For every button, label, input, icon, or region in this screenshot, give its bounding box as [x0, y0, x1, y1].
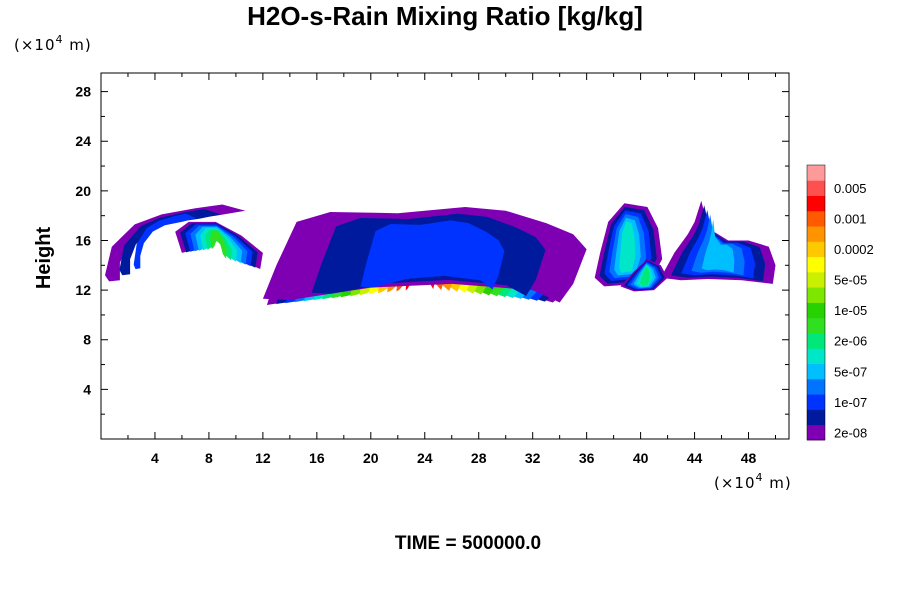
- contour-level-2: [360, 220, 505, 290]
- colorbar-swatch: [807, 317, 825, 334]
- y-tick-label: 8: [83, 332, 91, 348]
- x-tick-label: 32: [525, 450, 541, 466]
- x-tick-label: 20: [363, 450, 379, 466]
- x-tick-label: 16: [309, 450, 325, 466]
- colorbar-swatch: [807, 409, 825, 426]
- time-label: TIME = 500000.0: [395, 533, 541, 554]
- colorbar-label: 2e-08: [834, 425, 867, 440]
- y-tick-label: 4: [83, 381, 91, 397]
- contour-level-7: [210, 230, 227, 259]
- colorbar-label: 5e-07: [834, 364, 867, 379]
- colorbar-swatch: [807, 302, 825, 319]
- colorbar-label: 1e-07: [834, 395, 867, 410]
- x-tick-label: 48: [741, 450, 757, 466]
- colorbar-label: 5e-05: [834, 273, 867, 288]
- x-tick-label: 8: [205, 450, 213, 466]
- y-tick-label: 16: [75, 232, 91, 248]
- contour-level-1: [119, 209, 221, 276]
- colorbar-swatch: [807, 256, 825, 273]
- colorbar-swatch: [807, 378, 825, 395]
- rain-field: [105, 200, 776, 305]
- x-tick-label: 12: [255, 450, 271, 466]
- contour-level-5: [619, 221, 636, 273]
- x-tick-label: 44: [687, 450, 703, 466]
- colorbar-label: 2e-06: [834, 334, 867, 349]
- colorbar-frame: [806, 164, 826, 441]
- y-tick-label: 12: [75, 282, 91, 298]
- colorbar-label: 0.001: [834, 212, 867, 227]
- colorbar-swatch: [807, 241, 825, 258]
- cloud-feature-right-cluster-b: [660, 200, 776, 284]
- colorbar-swatch: [807, 287, 825, 303]
- cloud-feature-right-blob-c: [620, 259, 668, 292]
- colorbar-label: 0.005: [834, 181, 867, 196]
- contour-level-0: [105, 204, 246, 282]
- colorbar-swatch: [807, 195, 825, 212]
- colorbar: 2e-08 1e-07 5e-07 2e-06 1e-05 5e-05 0.0002 0.00…: [806, 164, 874, 441]
- colorbar-swatch: [807, 226, 825, 242]
- y-tick-label: 24: [75, 133, 91, 149]
- cloud-feature-right-cluster-a: [594, 203, 663, 287]
- contour-level-2: [133, 213, 196, 270]
- x-tick-label: 24: [417, 450, 433, 466]
- chart-title: H2O-s-Rain Mixing Ratio [kg/kg]: [247, 1, 643, 31]
- contour-level-6: [640, 266, 651, 286]
- colorbar-swatch: [807, 333, 825, 349]
- cloud-feature-curl-mid: [175, 221, 263, 269]
- y-tick-label: 28: [75, 84, 91, 100]
- x-tick-label: 28: [471, 450, 487, 466]
- y-axis-label: Height: [33, 227, 55, 290]
- cloud-feature-upper-cloud: [262, 207, 587, 303]
- x-tick-label: 36: [579, 450, 595, 466]
- x-unit-label: (×104 m): [714, 471, 792, 492]
- colorbar-swatch: [807, 180, 825, 196]
- y-tick-label: 20: [75, 183, 91, 199]
- colorbar-swatch: [807, 271, 825, 288]
- x-tick-label: 40: [633, 450, 649, 466]
- colorbar-swatch: [807, 363, 825, 380]
- x-tick-label: 4: [151, 450, 159, 466]
- colorbar-label: 1e-05: [834, 303, 867, 318]
- cloud-feature-hook-left: [105, 204, 246, 282]
- colorbar-swatch: [807, 424, 825, 441]
- colorbar-label: 0.0002: [834, 242, 874, 257]
- y-unit-label: (×104 m): [14, 33, 92, 54]
- colorbar-swatch: [807, 210, 825, 227]
- contour-level-4: [701, 219, 735, 273]
- colorbar-swatch: [807, 348, 825, 364]
- colorbar-swatch: [807, 165, 825, 181]
- colorbar-swatch: [807, 394, 825, 410]
